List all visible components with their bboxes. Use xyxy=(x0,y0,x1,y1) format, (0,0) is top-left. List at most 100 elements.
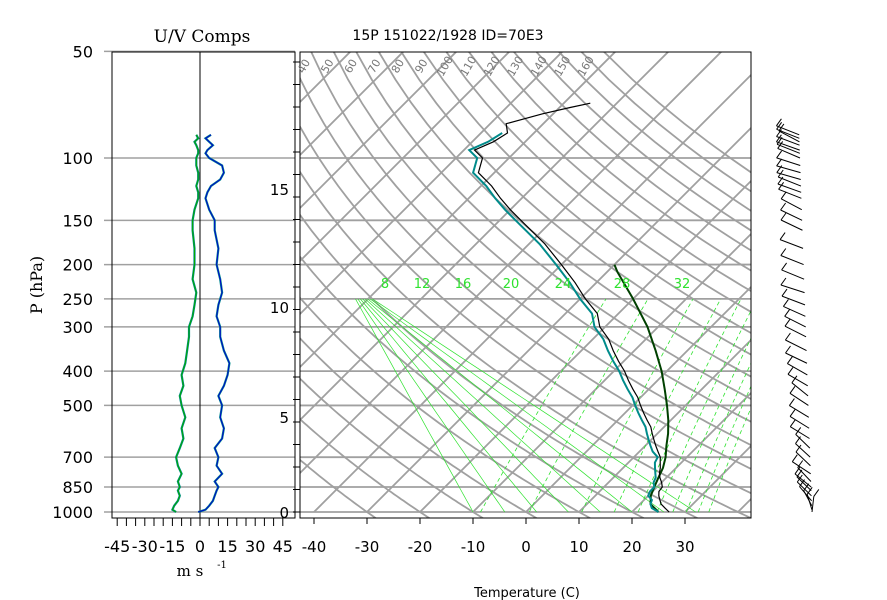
chart-title: 15P 151022/1928 ID=70E3 xyxy=(352,28,543,44)
dry-adiabat-line xyxy=(300,377,485,518)
mixing-ratio-line xyxy=(637,298,742,513)
mixing-ratio-line xyxy=(708,407,751,513)
dry-adiabat-grid xyxy=(300,52,751,518)
isotherm-line xyxy=(300,52,564,316)
wind-barb xyxy=(784,315,806,328)
isotherm-line xyxy=(300,52,617,369)
theta-label: 130 xyxy=(505,54,527,79)
uv-series xyxy=(171,133,231,514)
moist-adiabat-line xyxy=(362,298,569,513)
wind-barb xyxy=(776,143,801,154)
moist-adiabat-line xyxy=(367,298,633,513)
wind-barb xyxy=(776,172,801,180)
wind-barb-flag xyxy=(789,419,796,427)
mixing-ratio-label: 12 xyxy=(414,277,431,292)
theta-label: 120 xyxy=(481,54,503,79)
temperature-tick-labels: -40 -30 -20 -10 0 10 20 30 xyxy=(302,518,695,556)
pressure-axis-label: P (hPa) xyxy=(27,256,46,314)
wind-barb xyxy=(783,305,806,317)
uv-series-shadow xyxy=(197,133,231,514)
wind-barb-flag xyxy=(778,182,785,190)
pressure-tick-label: 850 xyxy=(62,478,93,497)
wind-barb-flag xyxy=(796,474,803,483)
height-tick-label: 0 xyxy=(279,504,289,522)
uv-x-axis-label: m s xyxy=(177,562,204,580)
wind-barb xyxy=(780,284,805,294)
theta-label: 70 xyxy=(365,57,383,76)
height-tick-label: 10 xyxy=(270,299,289,317)
isotherm-line xyxy=(419,179,751,513)
dry-adiabat-line xyxy=(377,52,751,378)
dewpoint-line xyxy=(467,132,660,513)
moist-adiabat-line xyxy=(369,298,665,513)
mixing-ratio-line xyxy=(685,362,751,513)
uv-series-shadow xyxy=(171,134,200,513)
mixing-ratio-label: 16 xyxy=(455,277,472,292)
wind-barb-flag xyxy=(780,191,787,200)
moist-adiabat-line xyxy=(364,298,601,513)
pressure-tick-label: 400 xyxy=(62,362,93,381)
isotherm-line xyxy=(578,338,751,513)
temperature-line xyxy=(473,102,670,513)
wind-barb xyxy=(794,473,812,488)
isotherm-line xyxy=(737,497,751,513)
wind-barb-flag xyxy=(788,398,795,406)
wind-barb xyxy=(784,325,807,338)
wind-barb-flag xyxy=(775,134,782,143)
dry-adiabat-line xyxy=(300,170,751,518)
height-tick-label: 5 xyxy=(279,409,289,427)
sounding-series xyxy=(467,102,670,513)
wind-barb-flag xyxy=(795,444,802,453)
wind-barb xyxy=(777,183,802,193)
wind-barb xyxy=(778,188,802,199)
mixing-ratio-label: 24 xyxy=(555,277,572,292)
temperature-tick-label: -30 xyxy=(355,538,380,556)
pressure-tick-label: 300 xyxy=(62,318,93,337)
theta-label: 160 xyxy=(575,54,597,79)
uv-x-tick-label: -15 xyxy=(159,537,185,556)
wind-barb xyxy=(780,255,804,266)
wind-barb-flag xyxy=(780,212,787,221)
mixing-ratio-line xyxy=(480,298,607,513)
wind-barb xyxy=(776,136,800,146)
dry-adiabat-line xyxy=(300,458,378,518)
pressure-tick-label: 100 xyxy=(62,149,93,168)
uv-x-tick-label: -30 xyxy=(132,537,158,556)
wind-barb xyxy=(790,426,810,439)
height-ticks: 0 5 10 15 xyxy=(270,61,300,522)
isotherm-line xyxy=(300,52,352,104)
dry-adiabat-line xyxy=(300,296,592,518)
mixing-ratio-labels: 8 12 16 20 24 28 32 xyxy=(381,277,690,292)
wind-barb-flag xyxy=(786,356,793,364)
isotherm-line xyxy=(472,232,751,513)
wind-barb xyxy=(776,125,800,136)
wind-barb xyxy=(795,451,811,467)
wind-barb xyxy=(776,128,800,139)
dry-adiabat-line xyxy=(400,52,751,356)
wind-barb-flag xyxy=(787,367,794,375)
dry-adiabat-line xyxy=(300,417,431,518)
wind-barb-flag xyxy=(785,345,791,354)
wind-barb xyxy=(811,496,815,513)
temperature-tick-label: -20 xyxy=(408,538,433,556)
mixing-ratio-line xyxy=(697,385,751,513)
theta-labels: 40 50 60 70 80 90 100 110 120 130 140 150 160 xyxy=(295,54,597,79)
isotherm-line xyxy=(300,52,670,422)
isotherm-line xyxy=(631,391,751,513)
isotherm-line xyxy=(300,52,723,475)
wind-barb xyxy=(796,481,812,497)
isotherm-line xyxy=(525,285,751,513)
wind-barb xyxy=(797,467,812,482)
pressure-tick-label: 1000 xyxy=(52,503,93,522)
dry-adiabat-line xyxy=(467,52,751,293)
wind-barb xyxy=(799,486,813,502)
moist-adiabat-line xyxy=(355,298,474,513)
wind-barb-flag xyxy=(781,288,788,297)
wind-barb xyxy=(791,382,809,397)
wind-barb-flag xyxy=(780,277,787,286)
isotherm-line xyxy=(791,51,887,512)
theta-label: 110 xyxy=(458,54,480,79)
wind-barb-flag xyxy=(780,202,787,211)
wind-barb xyxy=(777,147,801,159)
pressure-tick-label: 700 xyxy=(62,448,93,467)
